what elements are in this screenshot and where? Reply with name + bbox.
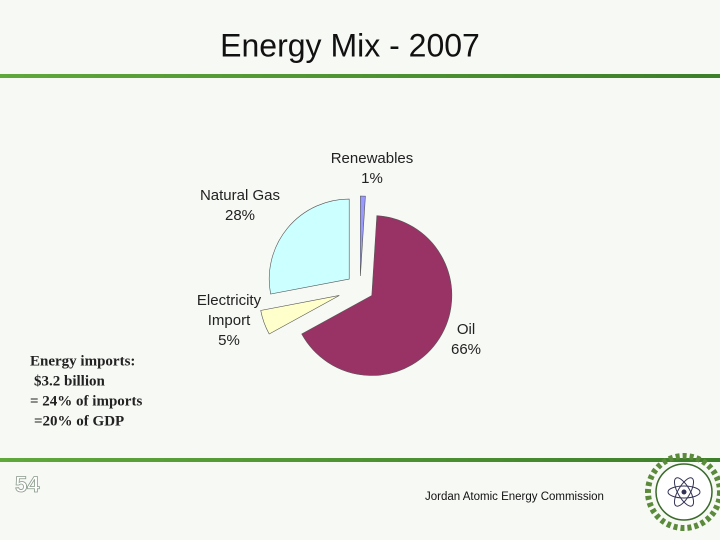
slice-label: Natural Gas	[200, 187, 280, 204]
slice-label: Oil	[457, 321, 475, 338]
footer-text: Jordan Atomic Energy Commission	[425, 491, 604, 503]
pie-slice	[360, 195, 366, 277]
slice-value-label: 66%	[451, 341, 481, 358]
page-number: 54	[15, 472, 40, 497]
slice-value-label: 5%	[218, 332, 240, 349]
note-line: = 24% of imports	[30, 393, 142, 409]
header-rule	[0, 74, 720, 78]
slice-label: Electricity Import	[197, 292, 262, 329]
slice-label: Renewables	[331, 150, 414, 167]
chart-title: Energy Mix - 2007	[220, 27, 480, 63]
note-line: $3.2 billion	[34, 373, 106, 389]
logo	[645, 453, 720, 531]
slice-value-label: 1%	[361, 170, 383, 187]
slice-value-label: 28%	[225, 207, 255, 224]
note-line: Energy imports:	[30, 353, 135, 369]
pie-slice	[268, 198, 350, 295]
pie-slice	[301, 215, 453, 376]
footer-rule	[0, 458, 720, 462]
pie-slice	[260, 295, 340, 335]
note-line: =20% of GDP	[34, 413, 124, 429]
